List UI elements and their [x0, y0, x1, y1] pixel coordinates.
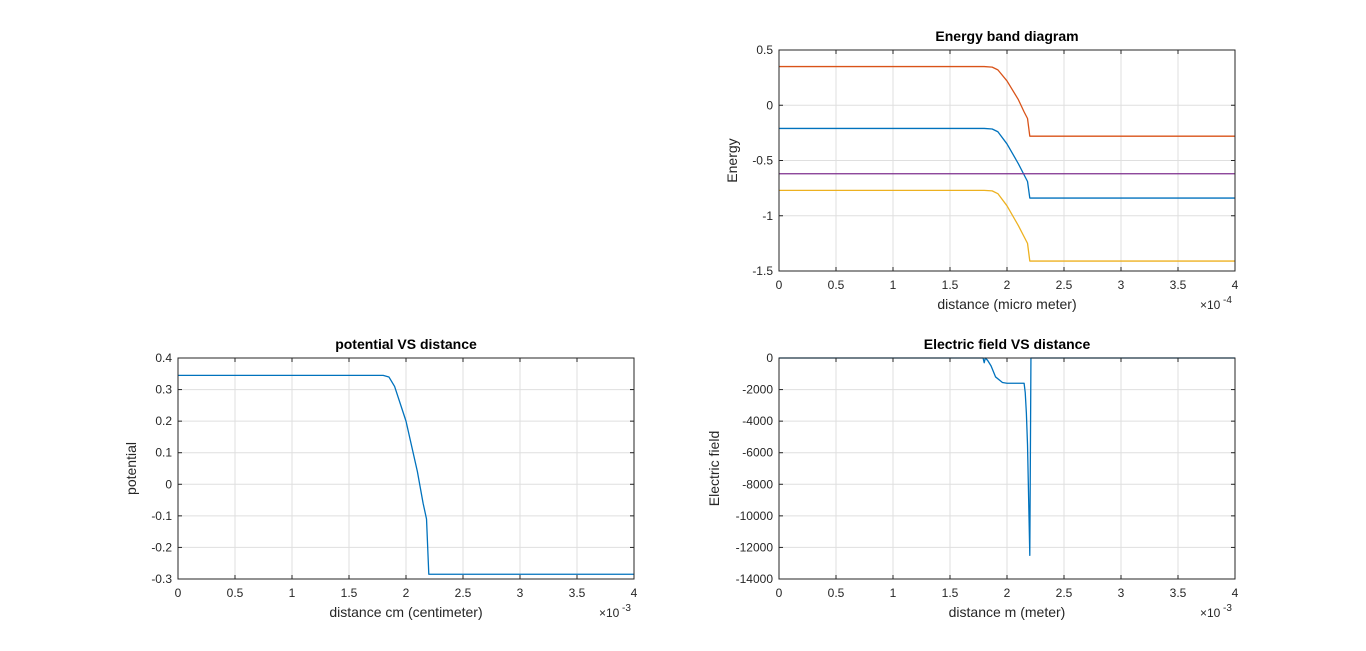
x-multiplier-base: ×10 [1200, 606, 1221, 620]
y-tick-label: -12000 [736, 540, 774, 554]
chart-title: potential VS distance [335, 336, 477, 352]
y-tick-label: -6000 [742, 446, 773, 460]
y-tick-label: -4000 [742, 414, 773, 428]
potential-axes: 0 0.5 1 1.5 2 2.5 3 3.5 4 -0.3 -0.2 -0.1 0 0.1 0.2 0.3 0… [123, 336, 638, 620]
x-tick-label: 2.5 [455, 586, 472, 600]
y-tick-label: -1 [762, 209, 773, 223]
x-tick-label: 2.5 [1056, 586, 1073, 600]
y-tick-label: 0.5 [756, 43, 773, 57]
x-tick-label: 3 [1118, 586, 1125, 600]
y-axis-label: Electric field [706, 431, 722, 506]
y-tick-label: -1.5 [752, 264, 773, 278]
x-multiplier-exponent: -4 [1223, 295, 1232, 306]
chart-title: Electric field VS distance [924, 336, 1091, 352]
x-tick-label: 2.5 [1056, 278, 1073, 292]
x-tick-label: 1 [890, 278, 897, 292]
x-tick-label: 3.5 [1170, 278, 1187, 292]
x-axis-label: distance m (meter) [949, 604, 1066, 620]
x-tick-label: 1.5 [942, 586, 959, 600]
x-tick-label: 2 [1004, 586, 1011, 600]
x-axis-label: distance (micro meter) [937, 296, 1076, 312]
electric-field-axes: 0 0.5 1 1.5 2 2.5 3 3.5 4 -14000 -12000 -10000 -8000… [706, 336, 1239, 620]
x-tick-label: 0.5 [227, 586, 244, 600]
x-tick-label: 2 [1004, 278, 1011, 292]
x-tick-label: 2 [403, 586, 410, 600]
energy-band-axes: 0 0.5 1 1.5 2 2.5 3 3.5 4 -1.5 -1 -0.5 0 0.5 Energy ba… [724, 28, 1239, 312]
x-tick-label: 1.5 [942, 278, 959, 292]
x-tick-label: 4 [631, 586, 638, 600]
y-tick-label: 0 [766, 98, 773, 112]
x-tick-label: 1 [289, 586, 296, 600]
x-tick-label: 1.5 [341, 586, 358, 600]
x-tick-label: 4 [1232, 278, 1239, 292]
y-tick-label: -0.1 [151, 509, 172, 523]
series-line-1 [779, 357, 1235, 556]
x-tick-label: 3 [1118, 278, 1125, 292]
y-tick-label: 0.1 [155, 446, 172, 460]
series-line-1 [779, 65, 1235, 137]
y-tick-label: 0.2 [155, 414, 172, 428]
x-multiplier-exponent: -3 [1223, 603, 1232, 614]
x-axis-label: distance cm (centimeter) [329, 604, 482, 620]
y-tick-label: 0 [165, 477, 172, 491]
x-multiplier-exponent: -3 [622, 603, 631, 614]
x-tick-label: 0 [776, 586, 783, 600]
y-axis-label: Energy [724, 138, 740, 182]
y-tick-label: -10000 [736, 509, 774, 523]
x-tick-label: 4 [1232, 586, 1239, 600]
x-tick-label: 1 [890, 586, 897, 600]
x-tick-label: 0 [776, 278, 783, 292]
y-tick-label: 0.3 [155, 383, 172, 397]
series-line-2 [779, 127, 1235, 199]
x-multiplier-base: ×10 [599, 606, 620, 620]
x-tick-label: 3 [517, 586, 524, 600]
y-tick-label: -0.5 [752, 154, 773, 168]
y-tick-label: -0.2 [151, 540, 172, 554]
x-multiplier-base: ×10 [1200, 298, 1221, 312]
x-tick-label: 0.5 [828, 278, 845, 292]
y-tick-label: -14000 [736, 572, 774, 586]
x-tick-label: 3.5 [1170, 586, 1187, 600]
y-axis-label: potential [123, 442, 139, 495]
y-tick-label: -0.3 [151, 572, 172, 586]
y-tick-label: 0 [766, 351, 773, 365]
x-tick-label: 0.5 [828, 586, 845, 600]
series-line-4 [779, 189, 1235, 262]
y-tick-label: 0.4 [155, 351, 172, 365]
chart-title: Energy band diagram [935, 28, 1078, 44]
series-line-1 [178, 374, 634, 575]
y-tick-label: -2000 [742, 383, 773, 397]
x-tick-label: 0 [175, 586, 182, 600]
y-tick-label: -8000 [742, 477, 773, 491]
x-tick-label: 3.5 [569, 586, 586, 600]
